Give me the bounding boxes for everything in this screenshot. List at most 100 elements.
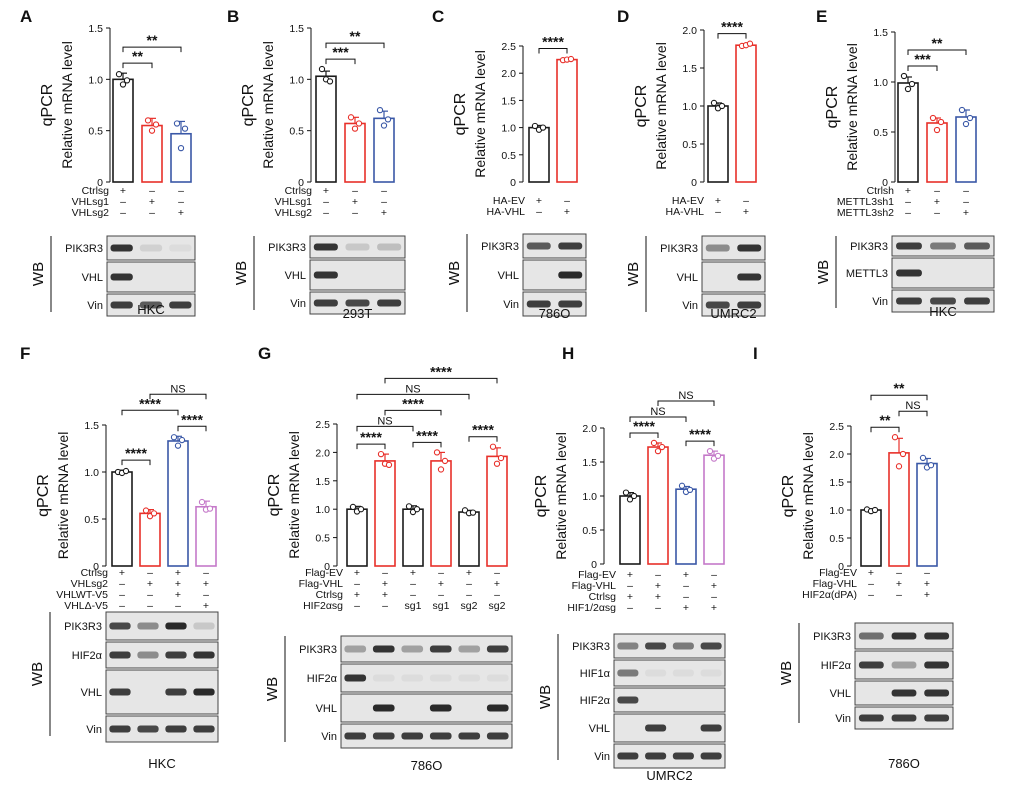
condition-mark: + [354, 589, 360, 601]
blot-band [700, 724, 722, 732]
y-axis-label: Relative mRNA level [260, 41, 276, 169]
condition-mark: + [354, 567, 360, 579]
data-point [966, 114, 974, 122]
blot-band [109, 622, 131, 630]
y-tick-label: 2.0 [315, 447, 330, 459]
data-point [686, 486, 694, 494]
y-axis-label: Relative mRNA level [55, 432, 71, 560]
condition-mark: + [381, 207, 387, 219]
blot-strip [340, 723, 513, 749]
blot-band [672, 642, 694, 650]
blot-band [401, 645, 424, 653]
bar [141, 124, 163, 183]
y-tick-label: 1.0 [501, 123, 516, 135]
cell-line-label: HKC [929, 304, 956, 319]
data-point [900, 72, 908, 80]
data-point [174, 442, 182, 449]
condition-label: Flag-VHL [813, 578, 858, 590]
data-point [895, 463, 903, 470]
y-axis-label: Relative mRNA level [286, 431, 302, 559]
data-point [122, 467, 130, 475]
blot-band [110, 301, 133, 309]
sig-bracket [356, 393, 470, 400]
sig-label: **** [139, 395, 161, 411]
blot-row-label: PIK3R3 [268, 242, 306, 254]
condition-label: Ctrlsh [867, 185, 895, 197]
condition-label: VHLsg1 [72, 196, 110, 208]
blot-row-label: PIK3R3 [572, 641, 610, 653]
data-point [142, 507, 150, 514]
blot-band [344, 674, 367, 682]
condition-mark: – [323, 196, 329, 208]
y-tick-label: 1.5 [829, 477, 844, 489]
blot-row-label: VHL [498, 270, 519, 282]
y-tick-label: 0 [882, 177, 888, 189]
condition-label: VHLsg2 [72, 207, 110, 219]
condition-mark: – [711, 591, 717, 603]
data-point [385, 461, 393, 469]
data-point [958, 106, 966, 114]
condition-mark: – [203, 567, 209, 579]
blot-band [137, 651, 159, 659]
sig-bracket [122, 62, 153, 69]
blot-band [344, 645, 367, 653]
blot-row-label: Vin [682, 300, 698, 312]
blot-band [313, 299, 338, 307]
condition-mark: + [934, 196, 940, 208]
blot-band [165, 688, 187, 696]
blot-row: Vin [503, 291, 587, 317]
blot-band [429, 732, 452, 740]
cell-line-label: 786O [888, 756, 920, 771]
sig-label: NS [678, 390, 693, 402]
condition-mark: – [149, 207, 155, 219]
condition-label: Ctrlsg [285, 185, 313, 197]
y-tick-label: 0 [97, 177, 103, 189]
y-tick-label: 0 [298, 177, 304, 189]
data-point [413, 506, 421, 513]
data-point [119, 81, 127, 88]
condition-mark: + [352, 196, 358, 208]
condition-mark: – [120, 196, 126, 208]
blot-band [109, 725, 131, 733]
sig-label: *** [914, 51, 931, 67]
condition-mark: – [896, 589, 902, 601]
cell-line-label: HKC [137, 302, 164, 317]
side-label: qPCR [35, 474, 52, 517]
blot-band [891, 661, 917, 669]
data-point [433, 449, 441, 456]
blot-band [858, 661, 884, 669]
blot-band [169, 301, 192, 309]
sig-bracket [325, 58, 356, 65]
condition-mark: – [147, 600, 153, 612]
data-point [714, 452, 722, 460]
condition-label: Ctrlsg [81, 567, 109, 579]
condition-mark: + [120, 185, 126, 197]
data-point [746, 40, 754, 47]
y-tick-label: 1.5 [682, 63, 697, 75]
blot-band [372, 645, 395, 653]
blot-band [139, 244, 163, 252]
blot-band [372, 704, 395, 712]
condition-mark: + [683, 602, 689, 614]
condition-mark: + [203, 578, 209, 590]
condition-mark: – [382, 600, 388, 612]
data-point [115, 71, 123, 78]
blot-band [165, 651, 187, 659]
condition-mark: + [382, 589, 388, 601]
condition-mark: – [382, 567, 388, 579]
blot-strip [701, 293, 766, 317]
panel-label: A [20, 7, 32, 26]
data-point [177, 144, 185, 152]
bar [170, 132, 192, 183]
condition-mark: – [655, 602, 661, 614]
y-axis-label: Relative mRNA level [844, 43, 860, 171]
data-point [630, 492, 638, 500]
wb-label: WB [233, 261, 250, 285]
cell-line-label: 786O [539, 306, 571, 321]
blot-band [193, 651, 215, 659]
data-point [489, 443, 497, 450]
condition-mark: + [868, 567, 874, 579]
bar [556, 58, 578, 183]
sig-bracket [657, 400, 715, 406]
